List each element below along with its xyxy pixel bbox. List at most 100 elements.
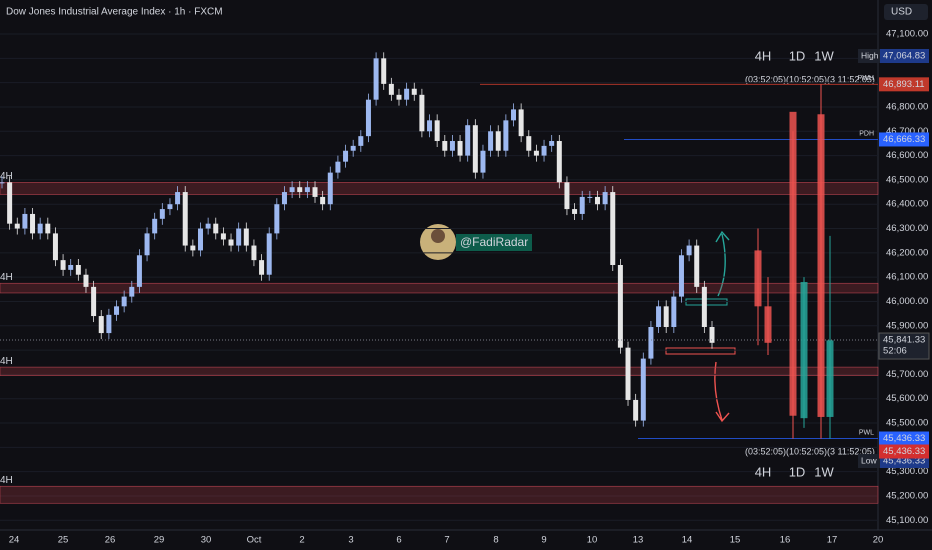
candle: [564, 182, 570, 210]
candle: [236, 228, 242, 246]
candle: [541, 145, 547, 156]
price-tag: [879, 444, 929, 459]
candle: [656, 306, 662, 327]
zone-label: 4H: [0, 475, 13, 486]
candle: [381, 58, 387, 84]
y-tick-label: 46,000.00: [886, 296, 928, 307]
candle: [526, 136, 532, 151]
candle: [190, 245, 196, 251]
candle: [434, 120, 440, 142]
timeframe: 1W: [814, 464, 834, 479]
x-tick-label: 3: [348, 535, 353, 546]
candle: [205, 223, 211, 229]
candle: [266, 233, 272, 275]
price-tag-label: 47,064.83: [883, 51, 925, 62]
timeframe: 1D: [789, 48, 806, 63]
projection-candle: [764, 306, 772, 343]
x-tick-label: 30: [201, 535, 212, 546]
level-name: High: [861, 50, 879, 60]
candle: [274, 204, 280, 234]
timeframe: 4H: [755, 48, 772, 63]
timers: (03:52:05)(10:52:05)(3 11:52:05): [745, 446, 875, 456]
sell-box: [665, 347, 736, 355]
candle: [52, 233, 58, 261]
x-tick-label: 24: [9, 535, 20, 546]
candle: [114, 306, 120, 315]
level-name-box: [858, 49, 880, 63]
candle: [396, 94, 402, 100]
y-tick-label: 46,700.00: [886, 126, 928, 137]
candle: [686, 245, 692, 256]
chart-title: Dow Jones Industrial Average Index · 1h …: [6, 7, 223, 18]
candle: [0, 182, 5, 184]
up-arrow: [715, 230, 730, 297]
candle: [320, 196, 326, 205]
candle: [60, 260, 66, 270]
candle: [388, 83, 394, 95]
y-tick-label: 46,200.00: [886, 247, 928, 258]
candle: [480, 150, 486, 173]
candle: [144, 233, 150, 256]
candle: [98, 316, 104, 334]
y-tick-label: 46,500.00: [886, 174, 928, 185]
candle: [197, 228, 203, 251]
x-tick-label: 15: [730, 535, 741, 546]
currency-box[interactable]: [884, 4, 928, 20]
projection-candle: [754, 250, 762, 307]
down-arrow: [714, 361, 730, 423]
projection-candle: [826, 340, 834, 417]
level-name-box: [858, 454, 880, 468]
candle: [335, 161, 341, 173]
y-tick-label: 46,300.00: [886, 223, 928, 234]
timers: (03:52:05)(10:52:05)(3 11:52:05): [745, 74, 875, 84]
candle: [175, 192, 181, 205]
price-tag-label: 45,841.33: [883, 335, 925, 346]
zone: [0, 282, 879, 294]
price-tag-label: 46,666.33: [883, 134, 925, 145]
candle: [297, 187, 303, 193]
candle: [518, 109, 524, 137]
y-tick-label: 45,100.00: [886, 515, 928, 526]
x-tick-label: 20: [873, 535, 884, 546]
x-tick-label: 7: [444, 535, 449, 546]
zone-label: 4H: [0, 272, 13, 283]
candle: [625, 347, 631, 400]
price-tag: [879, 49, 929, 63]
x-tick-label: 14: [682, 535, 693, 546]
y-tick-label: 45,500.00: [886, 418, 928, 429]
candle: [304, 187, 310, 193]
level-name: PWL: [859, 429, 874, 436]
candle: [259, 260, 265, 275]
x-tick-label: 6: [396, 535, 401, 546]
avatar: [431, 229, 445, 243]
price-tag: [879, 431, 929, 446]
projection-candle: [800, 282, 808, 419]
currency: USD: [891, 7, 912, 18]
candle: [602, 192, 608, 205]
candle: [243, 228, 249, 246]
y-tick-label: 46,600.00: [886, 150, 928, 161]
x-tick-label: 16: [780, 535, 791, 546]
x-tick-label: 25: [58, 535, 69, 546]
timeframe: 1D: [789, 464, 806, 479]
candle: [495, 131, 501, 151]
candle: [159, 209, 165, 219]
candle: [465, 125, 471, 156]
candle: [83, 274, 89, 287]
zone: [0, 182, 879, 195]
candle: [281, 192, 287, 205]
x-tick-label: 2: [299, 535, 304, 546]
y-tick-label: 45,200.00: [886, 490, 928, 501]
y-tick-label: 45,600.00: [886, 393, 928, 404]
timeframe: 4H: [755, 464, 772, 479]
y-tick-label: 45,900.00: [886, 320, 928, 331]
price-tag-label: 46,893.11: [883, 79, 925, 90]
candle: [617, 265, 623, 348]
candle: [472, 125, 478, 173]
candle: [343, 150, 349, 162]
candle: [709, 326, 715, 343]
candle: [121, 296, 127, 307]
price-tag-label: 45,436.33: [883, 433, 925, 444]
